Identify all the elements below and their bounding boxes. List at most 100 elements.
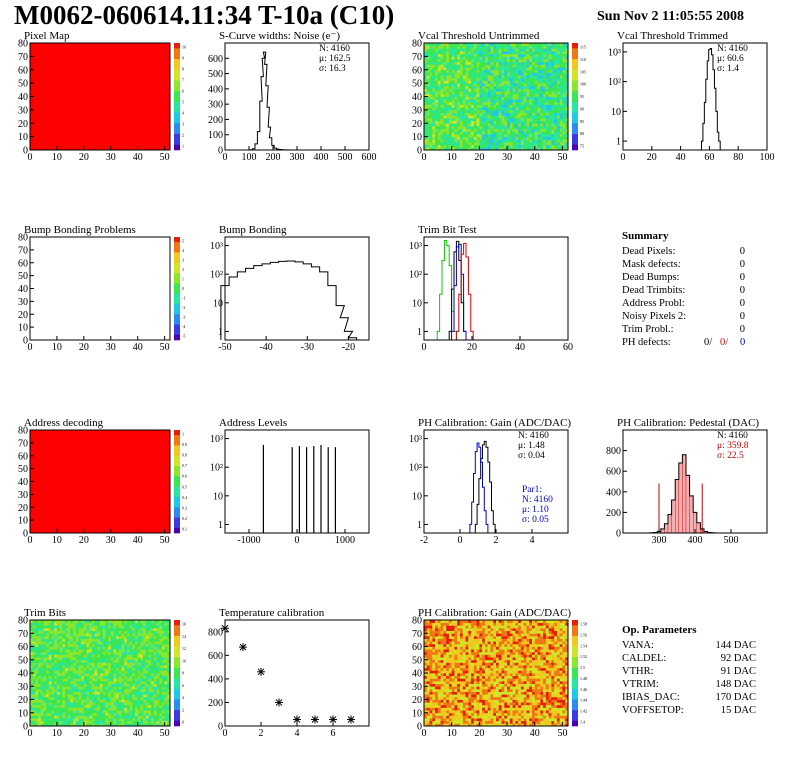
heatmap-cell [529, 109, 533, 113]
heatmap-cell [135, 651, 139, 655]
heatmap-cell [32, 704, 36, 708]
heatmap-cell [118, 680, 122, 684]
heatmap-cell [476, 77, 480, 81]
heatmap-cell [54, 635, 58, 639]
heatmap-cell [518, 120, 522, 124]
heatmap-cell [129, 670, 133, 674]
heatmap-cell [164, 675, 168, 679]
heatmap-cell [56, 630, 61, 634]
heatmap-cell [73, 641, 77, 645]
heatmap-cell [105, 622, 109, 626]
heatmap-cell [100, 654, 104, 658]
heatmap-cell [532, 85, 536, 89]
heatmap-cell [512, 45, 516, 49]
heatmap-cell [504, 112, 508, 116]
heatmap-cell [551, 53, 555, 57]
heatmap-cell [148, 657, 152, 661]
heatmap-cell [523, 96, 527, 100]
heatmap-cell [70, 638, 74, 642]
heatmap-cell [548, 144, 552, 148]
heatmap-cell [490, 718, 494, 722]
heatmap-cell [30, 641, 34, 645]
heatmap-cell [70, 659, 74, 663]
heatmap-cell [56, 704, 61, 708]
heatmap-cell [551, 117, 555, 121]
heatmap-cell [562, 101, 566, 105]
heatmap-cell [501, 109, 505, 113]
heatmap-cell [471, 59, 475, 63]
heatmap-cell [116, 715, 120, 719]
heatmap-cell [135, 712, 139, 716]
heatmap-cell [132, 694, 136, 698]
heatmap-cell [493, 136, 497, 140]
heatmap-cell [124, 678, 128, 682]
heatmap-cell [148, 699, 152, 703]
y-tick-label: 80 [18, 39, 28, 50]
heatmap-cell [59, 638, 63, 642]
heatmap-cell [556, 147, 561, 151]
heatmap-cell [518, 96, 522, 100]
heatmap-cell [94, 696, 98, 700]
heatmap-cell [56, 641, 61, 645]
heatmap-cell [518, 723, 522, 727]
heatmap-cell [440, 67, 444, 71]
heatmap-cell [479, 109, 483, 113]
heatmap-cell [167, 667, 171, 671]
heatmap-cell [437, 67, 442, 71]
heatmap-cell [540, 61, 544, 65]
heatmap-cell [110, 691, 114, 695]
heatmap-cell [151, 696, 155, 700]
heatmap-cell [124, 627, 128, 631]
heatmap-cell [556, 101, 561, 105]
heatmap-cell [148, 643, 152, 647]
y-tick-label: 70 [18, 438, 28, 449]
heatmap-cell [454, 112, 458, 116]
heatmap-cell [75, 638, 79, 642]
heatmap-cell [526, 59, 530, 63]
heatmap-cell [121, 718, 125, 722]
heatmap-cell [89, 673, 93, 677]
heatmap-cell [512, 101, 516, 105]
heatmap-cell [126, 696, 131, 700]
plot-area [225, 430, 369, 533]
heatmap-cell [457, 718, 461, 722]
heatmap-cell [54, 625, 58, 629]
heatmap-cell [551, 107, 555, 111]
heatmap-cell [59, 633, 63, 637]
heatmap-cell [462, 139, 466, 143]
heatmap-cell [432, 96, 436, 100]
heatmap-cell [73, 720, 77, 724]
heatmap-cell [38, 667, 42, 671]
heatmap-cell [132, 667, 136, 671]
heatmap-cell [132, 625, 136, 629]
heatmap-cell [532, 125, 536, 129]
heatmap-cell [153, 620, 157, 624]
heatmap-cell [59, 651, 63, 655]
heatmap-cell [46, 649, 50, 653]
heatmap-cell [156, 720, 160, 724]
heatmap-cell [440, 104, 444, 108]
heatmap-cell [137, 704, 141, 708]
heatmap-cell [565, 96, 569, 100]
heatmap-cell [440, 61, 444, 65]
heatmap-cell [496, 718, 500, 722]
heatmap-cell [78, 649, 82, 653]
heatmap-cell [504, 123, 508, 127]
x-tick-label: 20 [79, 728, 89, 739]
y-tick-label: 10 [18, 516, 28, 527]
heatmap-cell [75, 667, 79, 671]
heatmap-cell [520, 88, 525, 92]
heatmap-cell [565, 104, 569, 108]
heatmap-cell [460, 120, 464, 124]
heatmap-cell [512, 51, 516, 55]
heatmap-cell [48, 651, 52, 655]
heatmap-cell [446, 101, 450, 105]
heatmap-cell [153, 659, 157, 663]
heatmap-cell [473, 61, 478, 65]
heatmap-cell [554, 112, 558, 116]
heatmap-cell [556, 96, 561, 100]
heatmap-cell [35, 723, 39, 727]
heatmap-cell [543, 115, 547, 119]
heatmap-cell [70, 665, 74, 669]
